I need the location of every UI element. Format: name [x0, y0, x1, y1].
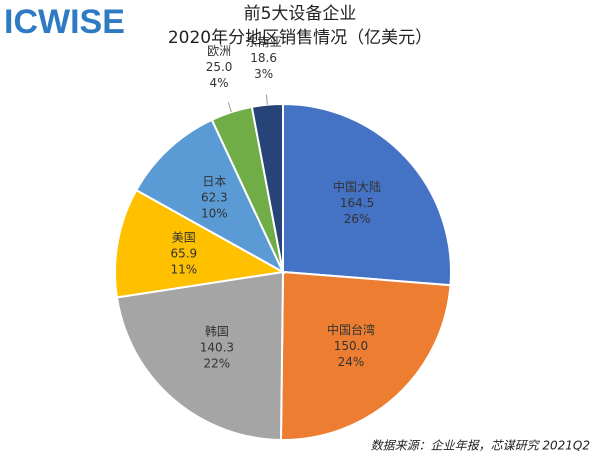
percent-label: 3% [254, 67, 273, 81]
percent-label: 22% [204, 357, 231, 371]
value-label: 164.5 [340, 196, 374, 210]
chart-title: 前5大设备企业 [244, 4, 357, 24]
slice-label: 美国 [172, 231, 196, 245]
percent-label: 24% [338, 355, 365, 369]
pie-slice [115, 270, 285, 442]
pie-slice [114, 188, 287, 299]
value-label: 150.0 [334, 339, 368, 353]
slice-label: 中国大陆 [333, 179, 381, 194]
slice-label: 东南亚 [246, 34, 282, 49]
value-label: 18.6 [250, 51, 277, 65]
pie-slice [279, 270, 452, 441]
pie-slice [282, 102, 452, 287]
percent-label: 4% [210, 76, 229, 90]
percent-label: 11% [170, 263, 197, 277]
pie-slice [134, 118, 286, 275]
pie-slice [250, 102, 284, 273]
chart-subtitle: 2020年分地区销售情况（亿美元） [168, 28, 432, 48]
value-label: 62.3 [201, 191, 228, 205]
leader-line [265, 94, 268, 105]
slice-label: 韩国 [205, 324, 229, 339]
slice-label: 欧洲 [207, 44, 231, 58]
value-label: 65.9 [170, 247, 197, 261]
percent-label: 26% [344, 212, 371, 226]
value-label: 140.3 [200, 341, 234, 355]
value-label: 25.0 [206, 60, 233, 74]
leader-line [227, 102, 232, 113]
slice-label: 中国台湾 [327, 322, 375, 337]
logo: ICWISE [4, 3, 125, 41]
source-note: 数据来源：企业年报，芯谋研究 2021Q2 [371, 439, 590, 453]
percent-label: 10% [201, 207, 228, 221]
slice-label: 日本 [202, 175, 226, 189]
